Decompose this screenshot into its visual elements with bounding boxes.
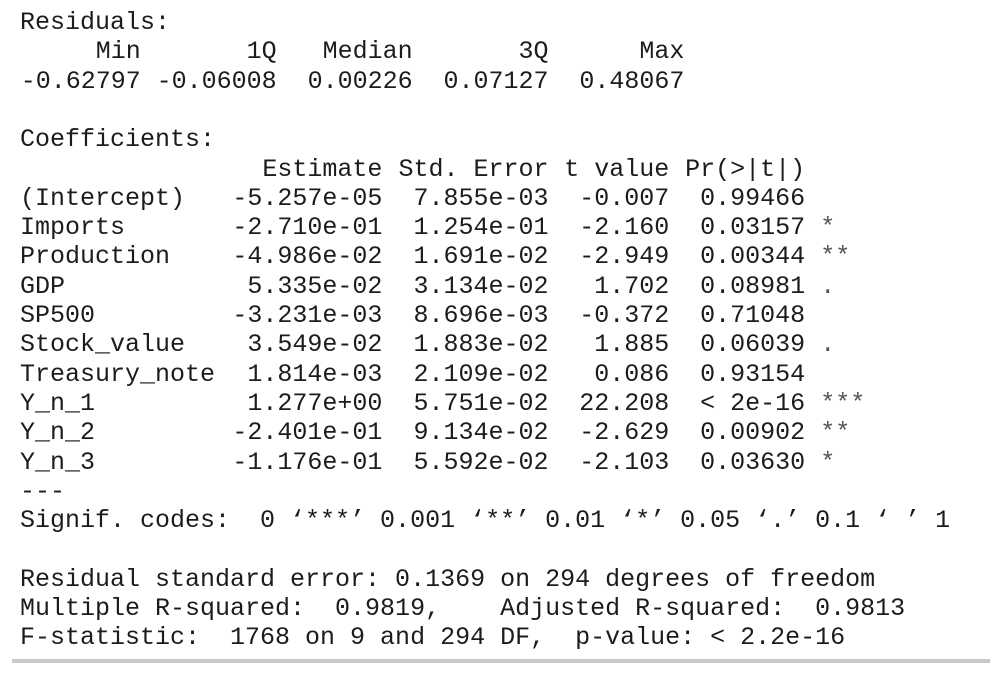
coef-cell: 1.254e-01 (413, 213, 549, 243)
coef-cell: 9.134e-02 (413, 418, 549, 448)
term-name: GDP (20, 271, 66, 301)
coef-cell: 1.883e-02 (413, 330, 549, 360)
residual-header: 1Q (246, 37, 277, 67)
column-header: Pr(>|t|) (685, 154, 806, 184)
coef-cell: 1.814e-03 (247, 359, 383, 389)
coef-cell: 1.277e+00 (247, 388, 383, 418)
coef-cell: -5.257e-05 (232, 183, 383, 213)
coef-cell: 2.109e-02 (413, 359, 549, 389)
signif-stars: . (820, 271, 836, 301)
column-header: t value (564, 154, 670, 184)
signif-stars: *** (820, 388, 866, 418)
coef-cell: -0.372 (579, 301, 670, 330)
term-name: Imports (20, 213, 126, 243)
coef-cell: -0.007 (579, 183, 670, 213)
coef-cell: 5.751e-02 (413, 388, 549, 418)
residual-value: 0.48067 (579, 66, 685, 96)
coef-cell: 0.71048 (700, 301, 806, 330)
coef-cell: 0.03157 (700, 213, 806, 243)
summary-line: F-statistic: 1768 on 9 and 294 DF, p-val… (20, 623, 846, 653)
term-name: Y_n_3 (20, 447, 96, 477)
coef-cell: 0.00344 (700, 242, 806, 272)
residual-value: -0.06008 (156, 66, 277, 96)
residual-header: 3Q (518, 37, 549, 67)
coef-cell: -2.710e-01 (232, 213, 383, 243)
residual-header: Max (639, 37, 685, 67)
coef-cell: 3.134e-02 (413, 271, 549, 301)
summary-line: Multiple R-squared: 0.9819, Adjusted R-s… (20, 594, 906, 623)
term-name: Production (20, 242, 171, 272)
coef-cell: 1.702 (594, 271, 670, 301)
coef-cell: 8.696e-03 (413, 301, 549, 330)
coef-cell: < 2e-16 (700, 388, 806, 418)
coef-cell: 5.592e-02 (413, 447, 549, 477)
signif-stars: * (820, 213, 836, 243)
residual-value: 0.00226 (307, 66, 413, 96)
signif-stars: . (820, 330, 836, 360)
summary-line: Residual standard error: 0.1369 on 294 d… (20, 564, 876, 594)
coef-cell: 0.00902 (700, 418, 806, 448)
column-header: Std. Error (398, 154, 549, 184)
signif-stars: ** (820, 242, 851, 272)
signif-stars: * (820, 447, 836, 477)
coef-cell: -2.629 (579, 418, 670, 448)
coef-cell: 1.885 (594, 330, 670, 360)
coef-cell: 1.691e-02 (413, 242, 549, 272)
term-name: Y_n_2 (20, 418, 96, 448)
term-name: SP500 (20, 301, 96, 330)
section-title: Residuals: (20, 8, 171, 37)
coef-cell: -2.401e-01 (232, 418, 383, 448)
term-name: Stock_value (20, 330, 186, 360)
coef-cell: -2.949 (579, 242, 670, 272)
residual-value: -0.62797 (20, 66, 141, 96)
coef-cell: -2.160 (579, 213, 670, 243)
residual-value: 0.07127 (443, 66, 549, 96)
residual-header: Median (322, 37, 413, 67)
coef-cell: 0.06039 (700, 330, 806, 360)
residual-header: Min (95, 37, 141, 67)
coef-cell: 0.03630 (700, 447, 806, 477)
coef-cell: 0.99466 (700, 183, 806, 213)
signif-codes: Signif. codes: 0 ‘***’ 0.001 ‘**’ 0.01 ‘… (20, 506, 951, 536)
coef-cell: 22.208 (579, 388, 670, 418)
bottom-rule (12, 659, 990, 663)
coef-cell: -2.103 (579, 447, 670, 477)
separator: --- (20, 476, 66, 506)
coef-cell: 5.335e-02 (247, 271, 383, 301)
coef-cell: -1.176e-01 (232, 447, 383, 477)
section-title: Coefficients: (20, 125, 216, 155)
coef-cell: 3.549e-02 (247, 330, 383, 360)
coef-cell: 0.93154 (700, 359, 806, 389)
column-header: Estimate (262, 154, 383, 184)
signif-stars: ** (820, 418, 851, 448)
term-name: (Intercept) (20, 183, 186, 213)
term-name: Y_n_1 (20, 388, 96, 418)
coef-cell: 0.08981 (700, 271, 806, 301)
term-name: Treasury_note (20, 359, 216, 389)
coef-cell: 7.855e-03 (413, 183, 549, 213)
coef-cell: -3.231e-03 (232, 301, 383, 330)
coef-cell: 0.086 (594, 359, 670, 389)
coef-cell: -4.986e-02 (232, 242, 383, 272)
